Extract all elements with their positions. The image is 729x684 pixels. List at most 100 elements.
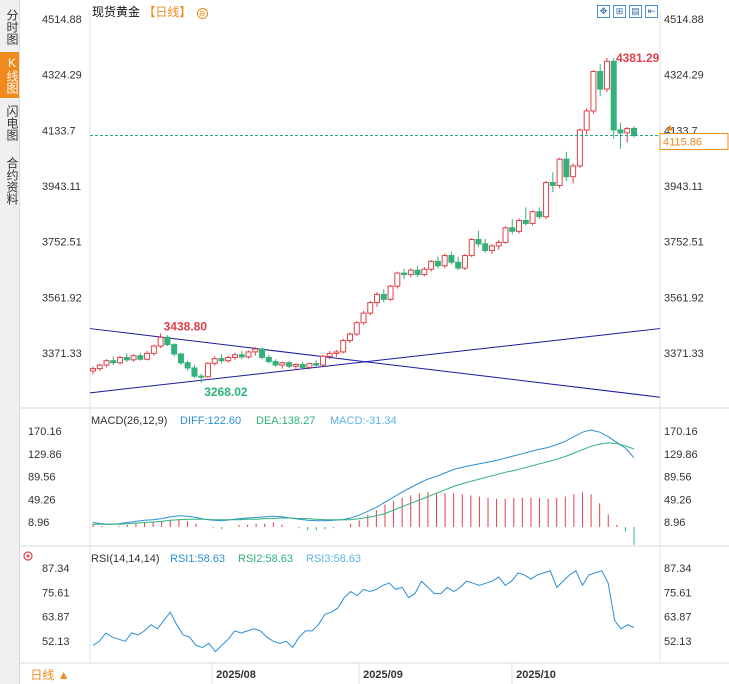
candle-body [448,255,455,263]
dea-line [93,442,635,525]
candle-body [563,158,570,178]
macd-tick-right: 170.16 [664,426,698,438]
candle-body [455,261,462,269]
trend-line [89,328,661,394]
price-tick-left: 4514.88 [42,14,82,26]
tab-kline[interactable]: K线图 [0,52,19,98]
candle-body [516,219,523,232]
macd-tick-left: 89.56 [28,472,56,484]
expand-icon[interactable]: ✥ [597,5,610,18]
candle-body [468,238,475,257]
bottom-period-selector[interactable]: 日线 ▲ [30,668,70,682]
macd-tick-left: 49.26 [28,494,56,506]
trend-lines [89,328,661,398]
split-view-icon[interactable]: ⊞ [613,5,626,18]
rsi-tick-left: 87.34 [42,563,70,575]
toolbar: ✥ ⊞ ▤ ⇤ [597,1,661,19]
candle-body [583,110,590,131]
candle-body [590,71,597,112]
candle-body [488,245,495,252]
macd-title: MACD(26,12,9) [91,415,167,427]
candle-body [509,227,516,232]
trend-line [89,328,661,398]
tab-contract-info[interactable]: 合约资料 [5,157,19,205]
candle-body [502,227,509,243]
candle-body [387,285,394,300]
candle-body [96,364,103,370]
candle-body [603,60,610,90]
last-price-tag [659,133,729,151]
macd-tick-left: 8.96 [28,517,49,529]
candle-body [407,269,414,276]
period-label[interactable]: 【日线】 [143,5,192,19]
candle-body [631,127,637,137]
candle-body [326,352,333,357]
candle-body [522,219,529,224]
candle-body [103,360,110,366]
sidebar: 分时图 K线图 闪电图 合约资料 [0,0,20,684]
candle-body [360,312,367,324]
last-price-label: 4115.86 [663,137,702,149]
chart-mode-icon[interactable]: ▤ [629,5,642,18]
rsi-tick-left: 75.61 [42,587,70,599]
candle-body [367,302,374,314]
candle-body [374,293,381,304]
rsi-plot [92,570,635,653]
rsi1-label: RSI1:58.63 [170,553,225,565]
candle-body [394,272,401,287]
price-tick-left: 4133.7 [42,125,76,137]
candle-body [292,363,299,367]
candle-body [617,129,624,134]
price-tick-right: 3561.92 [664,292,704,304]
candle-body [421,268,428,276]
candle-body [272,361,279,366]
rsi-settings-icon[interactable] [23,551,33,561]
collapse-toggle-icon[interactable]: ⊖ [196,8,208,19]
rsi-grid: 87.34 87.34 75.61 75.61 63.87 63.87 52.13 52.13 [42,563,692,648]
macd-plot [92,429,635,545]
candle-body [130,355,137,361]
rsi-tick-right: 75.61 [664,587,692,599]
tab-time-share[interactable]: 分时图 [5,9,19,45]
rsi1-line [92,570,635,653]
price-tick-left: 3943.11 [42,181,81,193]
candle-body [380,293,387,300]
candle-body [157,336,164,347]
candle-body [90,368,96,372]
high-annotation: 4381.29 [616,51,660,65]
price-tick-right: 3371.33 [664,348,704,360]
candle-series [90,58,637,384]
candle-body [414,269,421,276]
date-tick-label: 2025/09 [363,669,403,681]
macd-tick-left: 129.86 [28,449,62,461]
candle-body [536,211,543,218]
candle-body [624,127,631,134]
price-tick-left: 3561.92 [42,292,82,304]
date-tick-label: 2025/10 [516,669,556,681]
candle-body [340,340,347,353]
candle-body [225,356,232,362]
price-tick-right: 3752.51 [664,237,704,249]
candle-body [495,241,502,247]
rsi-tick-right: 52.13 [664,636,692,648]
macd-tick-left: 170.16 [28,426,62,438]
low-annotation: 3268.02 [204,385,248,399]
candle-body [346,333,353,342]
candle-body [259,348,266,358]
candle-body [434,260,441,267]
price-tick-left: 3371.33 [42,348,82,360]
candle-body [245,351,252,358]
candle-body [232,354,239,358]
candle-body [204,362,211,378]
candle-body [428,260,435,270]
price-tick-left: 3752.51 [42,237,82,249]
diff-line [92,429,635,525]
tab-flash[interactable]: 闪电图 [5,105,19,141]
candle-body [279,362,286,366]
exit-icon[interactable]: ⇤ [645,5,658,18]
macd-tick-right: 129.86 [664,449,698,461]
last-price-arrow: ▲ [665,123,675,134]
price-tick-right: 3943.11 [664,181,703,193]
